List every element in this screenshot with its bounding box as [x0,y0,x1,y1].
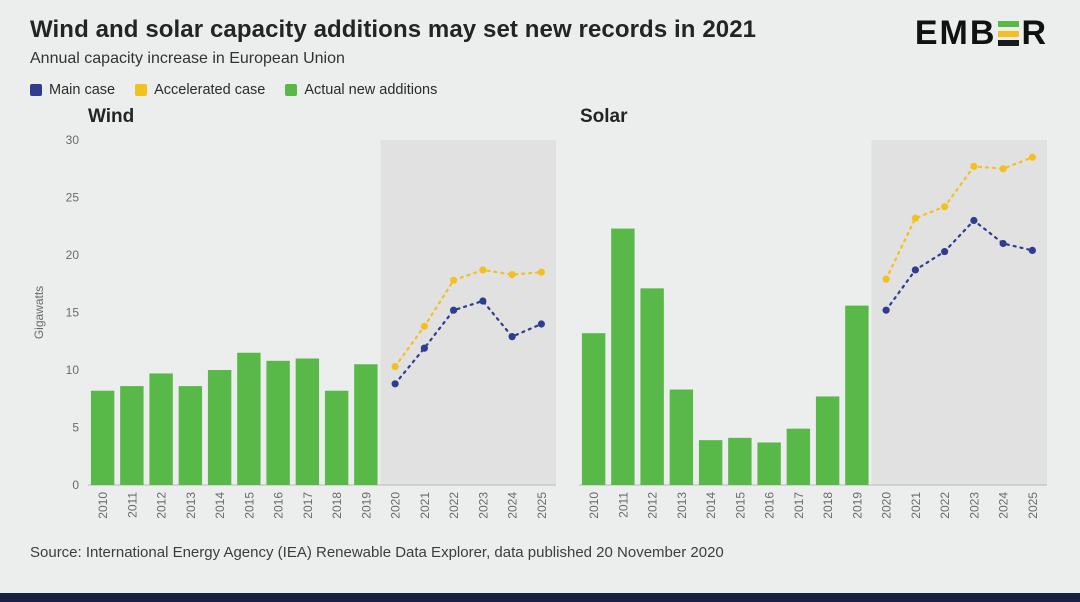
solar-panel-title: Solar [580,106,628,127]
legend-item-actual-additions: Actual new additions [285,82,437,98]
svg-text:2015: 2015 [242,492,256,519]
ember-logo-suffix: R [1021,14,1048,52]
accelerated-case-swatch-icon [135,84,148,96]
svg-text:2011: 2011 [616,492,630,518]
logo-bar-green [998,21,1020,27]
svg-text:2025: 2025 [535,492,549,519]
svg-text:20: 20 [66,248,80,262]
svg-text:2022: 2022 [938,492,952,519]
solar-panel: Solar 2010 2011 2012 2013 2014 2015 2016 2017 20… [578,106,1048,534]
source-note: Source: International Energy Agency (IEA… [30,544,724,561]
svg-text:2016: 2016 [763,492,777,519]
header: Wind and solar capacity additions may se… [0,0,1080,98]
svg-text:2013: 2013 [675,492,689,519]
svg-text:2011: 2011 [125,492,139,518]
svg-text:2014: 2014 [213,492,227,519]
ember-logo-e-icon [998,21,1020,46]
actual-additions-swatch-icon [285,84,298,96]
svg-text:2019: 2019 [850,492,864,519]
svg-text:2021: 2021 [909,492,923,519]
svg-text:2024: 2024 [997,492,1011,519]
svg-text:15: 15 [66,306,80,320]
legend-item-main-case: Main case [30,82,115,98]
svg-text:2015: 2015 [733,492,747,519]
svg-text:2023: 2023 [967,492,981,519]
svg-text:2018: 2018 [330,492,344,519]
svg-text:2024: 2024 [506,492,520,519]
svg-text:5: 5 [72,421,79,435]
svg-text:2012: 2012 [646,492,660,519]
svg-text:2016: 2016 [272,492,286,519]
legend: Main case Accelerated case Actual new ad… [30,82,1050,98]
svg-text:2014: 2014 [704,492,718,519]
svg-text:10: 10 [66,363,80,377]
logo-bar-yellow [998,30,1020,37]
ember-logo: EMB R [915,14,1048,53]
main-case-swatch-icon [30,84,42,96]
legend-item-accelerated-case: Accelerated case [135,82,265,98]
svg-text:2017: 2017 [792,492,806,519]
page-title: Wind and solar capacity additions may se… [30,16,757,43]
svg-text:2023: 2023 [476,492,490,519]
svg-text:30: 30 [66,133,80,147]
svg-text:2012: 2012 [155,492,169,519]
svg-text:2020: 2020 [880,492,894,519]
wind-panel: Wind 0 5 10 15 20 25 30 Gigawatts 2010 2011 2012 20… [28,106,557,534]
svg-text:2018: 2018 [821,492,835,519]
svg-text:2025: 2025 [1026,492,1040,519]
logo-bar-black [998,40,1020,46]
svg-text:25: 25 [66,191,80,205]
svg-text:2017: 2017 [301,492,315,519]
svg-text:Gigawatts: Gigawatts [32,286,46,339]
svg-text:2013: 2013 [184,492,198,519]
solar-chart: 2010 2011 2012 2013 2014 2015 2016 2017 2018 2019… [579,140,1047,519]
svg-text:2020: 2020 [389,492,403,519]
bottom-accent-bar [0,593,1080,602]
legend-label: Actual new additions [304,82,438,98]
svg-text:0: 0 [72,478,79,492]
svg-text:2010: 2010 [587,492,601,519]
charts-row: Wind 0 5 10 15 20 25 30 Gigawatts 2010 2011 2012 20… [0,106,1080,534]
wind-panel-title: Wind [88,106,135,127]
svg-text:2021: 2021 [418,492,432,519]
ember-logo-prefix: EMB [914,14,997,52]
legend-label: Main case [49,82,116,98]
page-subtitle: Annual capacity increase in European Uni… [30,50,345,67]
svg-text:2019: 2019 [359,492,373,519]
svg-text:2022: 2022 [447,492,461,519]
svg-text:2010: 2010 [96,492,110,519]
legend-label: Accelerated case [154,82,266,98]
